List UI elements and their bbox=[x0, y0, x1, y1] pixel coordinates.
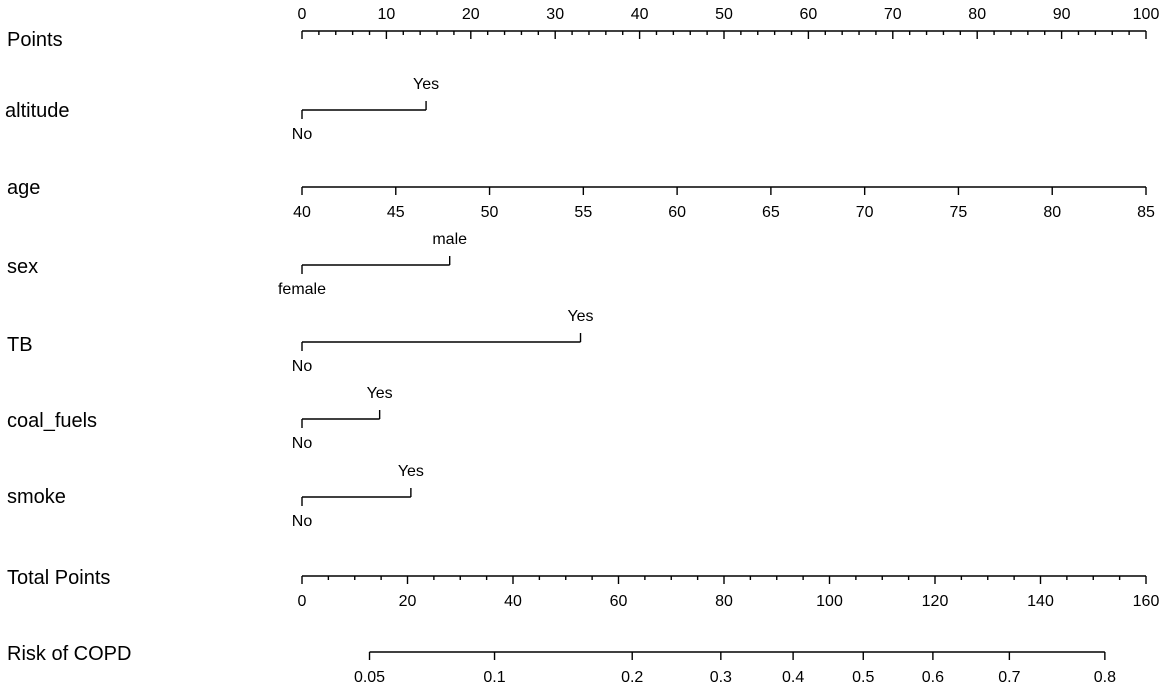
points-tick-label-50: 50 bbox=[715, 6, 733, 23]
age-tick-label-55: 55 bbox=[574, 204, 592, 221]
age-tick-label-45: 45 bbox=[387, 204, 405, 221]
age-tick-label-40: 40 bbox=[293, 204, 311, 221]
smoke-level-no: No bbox=[292, 513, 313, 530]
total-points-tick-label-100: 100 bbox=[816, 593, 843, 610]
risk-of-copd-tick-label-0-2: 0.2 bbox=[621, 669, 643, 686]
total-points-tick-label-40: 40 bbox=[504, 593, 522, 610]
altitude-level-yes: Yes bbox=[413, 76, 439, 93]
sex-level-female: female bbox=[278, 281, 326, 298]
risk-of-copd-tick-label-0-05: 0.05 bbox=[354, 669, 385, 686]
risk-of-copd-tick-label-0-5: 0.5 bbox=[852, 669, 874, 686]
row-label-smoke: smoke bbox=[7, 486, 66, 508]
risk-of-copd-tick-label-0-4: 0.4 bbox=[782, 669, 804, 686]
total-points-tick-label-0: 0 bbox=[298, 593, 307, 610]
tb-level-yes: Yes bbox=[567, 308, 593, 325]
row-label-points: Points bbox=[7, 29, 63, 51]
points-tick-label-10: 10 bbox=[378, 6, 396, 23]
age-tick-label-70: 70 bbox=[856, 204, 874, 221]
age-tick-label-75: 75 bbox=[950, 204, 968, 221]
row-label-sex: sex bbox=[7, 256, 38, 278]
age-tick-label-80: 80 bbox=[1043, 204, 1061, 221]
row-label-age: age bbox=[7, 177, 40, 199]
risk-of-copd-tick-label-0-1: 0.1 bbox=[483, 669, 505, 686]
points-tick-label-40: 40 bbox=[631, 6, 649, 23]
points-tick-label-0: 0 bbox=[298, 6, 307, 23]
points-tick-label-60: 60 bbox=[800, 6, 818, 23]
points-tick-label-30: 30 bbox=[546, 6, 564, 23]
age-tick-label-50: 50 bbox=[481, 204, 499, 221]
tb-level-no: No bbox=[292, 358, 313, 375]
row-label-tb: TB bbox=[7, 334, 33, 356]
total-points-tick-label-60: 60 bbox=[610, 593, 628, 610]
age-tick-label-65: 65 bbox=[762, 204, 780, 221]
points-tick-label-20: 20 bbox=[462, 6, 480, 23]
coal-fuels-level-yes: Yes bbox=[367, 385, 393, 402]
total-points-tick-label-20: 20 bbox=[399, 593, 417, 610]
row-label-coal-fuels: coal_fuels bbox=[7, 410, 97, 432]
total-points-tick-label-120: 120 bbox=[922, 593, 949, 610]
points-tick-label-80: 80 bbox=[968, 6, 986, 23]
sex-level-male: male bbox=[432, 231, 467, 248]
row-label-risk-of-copd: Risk of COPD bbox=[7, 643, 131, 665]
points-tick-label-70: 70 bbox=[884, 6, 902, 23]
risk-of-copd-tick-label-0-3: 0.3 bbox=[710, 669, 732, 686]
risk-of-copd-tick-label-0-6: 0.6 bbox=[922, 669, 944, 686]
age-tick-label-60: 60 bbox=[668, 204, 686, 221]
total-points-tick-label-140: 140 bbox=[1027, 593, 1054, 610]
altitude-level-no: No bbox=[292, 126, 313, 143]
points-tick-label-100: 100 bbox=[1133, 6, 1160, 23]
coal-fuels-level-no: No bbox=[292, 435, 313, 452]
risk-of-copd-tick-label-0-8: 0.8 bbox=[1094, 669, 1116, 686]
total-points-tick-label-80: 80 bbox=[715, 593, 733, 610]
nomogram-marks: 0 10 20 30 40 50 60 70 80 90 100 No Yes 40 45 50 55 60 65 7… bbox=[278, 6, 1159, 686]
row-label-total-points: Total Points bbox=[7, 567, 110, 589]
age-tick-label-85: 85 bbox=[1137, 204, 1155, 221]
points-tick-label-90: 90 bbox=[1053, 6, 1071, 23]
smoke-level-yes: Yes bbox=[398, 463, 424, 480]
row-label-altitude: altitude bbox=[5, 100, 70, 122]
risk-of-copd-tick-label-0-7: 0.7 bbox=[998, 669, 1020, 686]
total-points-tick-label-160: 160 bbox=[1133, 593, 1160, 610]
